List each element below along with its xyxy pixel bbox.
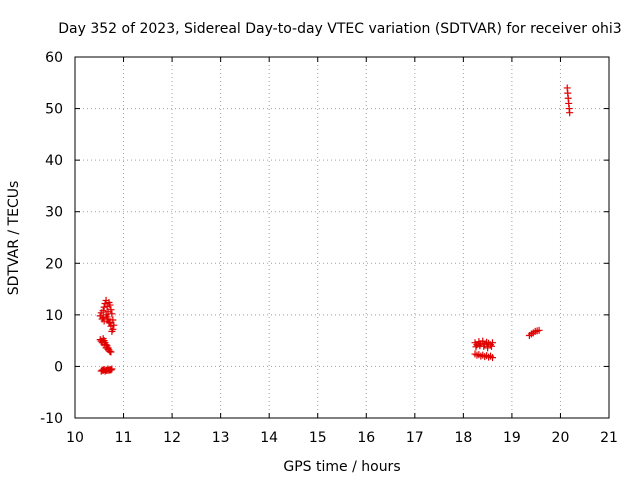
data-point: [488, 342, 496, 350]
y-axis-label: SDTVAR / TECUs: [6, 181, 22, 296]
data-point: [488, 354, 496, 362]
y-tick-label: 50: [45, 102, 63, 118]
y-tick-label: 10: [45, 308, 63, 324]
x-tick-label: 10: [66, 430, 84, 446]
data-point: [104, 315, 112, 323]
x-tick-label: 18: [454, 430, 472, 446]
series-cluster-3: [525, 326, 543, 339]
x-tick-label: 12: [163, 430, 181, 446]
series-cluster-2-upper: [471, 337, 496, 352]
series-cluster-1-low: [97, 365, 116, 375]
x-tick-label: 17: [406, 430, 424, 446]
data-point: [100, 317, 108, 325]
data-point: [488, 339, 496, 347]
x-tick-label: 21: [600, 430, 618, 446]
data-point: [484, 344, 492, 352]
ticks-layer: 10 11 12 13 14 15 16 17 18 19 20 21 -10 0 10 20 30 40 50 60: [40, 50, 618, 446]
plot-frame: [74, 56, 610, 419]
data-point: [480, 342, 488, 350]
x-tick-label: 20: [552, 430, 570, 446]
y-tick-label: 0: [54, 359, 63, 375]
data-point: [99, 307, 107, 315]
data-point: [472, 343, 480, 351]
series-cluster-1-mid: [96, 335, 115, 356]
y-tick-label: 40: [45, 153, 63, 169]
data-point: [104, 345, 112, 353]
data-point: [108, 365, 116, 373]
y-tick-label: -10: [40, 411, 63, 427]
data-point: [105, 318, 113, 326]
x-tick-label: 14: [260, 430, 278, 446]
x-tick-label: 11: [115, 430, 133, 446]
y-tick-label: 30: [45, 205, 63, 221]
x-tick-label: 15: [309, 430, 327, 446]
x-tick-label: 13: [212, 430, 230, 446]
data-point: [108, 310, 116, 318]
chart-title: Day 352 of 2023, Sidereal Day-to-day VTE…: [58, 21, 621, 37]
series-cluster-4: [563, 84, 574, 117]
y-tick-label: 60: [45, 50, 63, 66]
data-point: [99, 313, 107, 321]
x-tick-label: 16: [357, 430, 375, 446]
data-point: [535, 326, 543, 334]
grid-layer: [75, 57, 609, 418]
series-cluster-1-top: [96, 296, 118, 335]
data-point: [106, 319, 114, 327]
data-point: [566, 109, 574, 117]
series-cluster-2-lower: [471, 350, 496, 362]
data-point: [106, 301, 114, 309]
data-point: [108, 327, 116, 335]
data-point: [107, 306, 115, 314]
x-axis-label: GPS time / hours: [283, 459, 400, 475]
x-tick-label: 19: [503, 430, 521, 446]
data-point: [107, 366, 115, 374]
y-tick-label: 20: [45, 256, 63, 272]
points-layer: [96, 84, 574, 375]
